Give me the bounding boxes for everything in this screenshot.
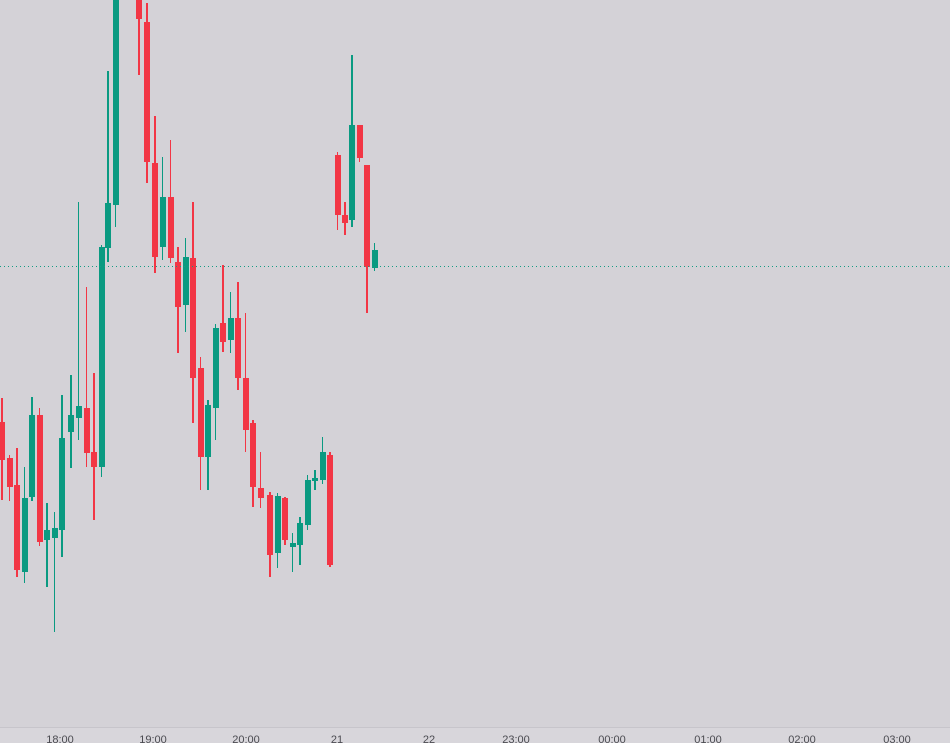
time-label: 22 [422,734,436,743]
candle-body [182,257,189,305]
candle-body [289,543,296,547]
candle-body [112,0,119,205]
time-label: 23:00 [502,734,530,743]
candle-body [227,318,234,340]
candle-body [105,203,111,248]
candle-body [167,197,174,258]
candle-body [152,163,158,257]
candle-body [0,422,5,460]
candle-wick [85,287,88,467]
candle-body [51,528,58,538]
candle-body [319,452,326,480]
candle-body [349,125,355,220]
candle-body [364,165,370,267]
time-label: 18:00 [46,734,74,743]
time-axis[interactable]: 18:00 19:00 20:00 21 22 23:00 00:00 01:00 02:00 0… [0,727,950,743]
candle-body [267,495,273,555]
candle-wick [138,0,140,75]
candle-body [235,318,241,378]
candle-body [342,215,348,223]
candle-body [98,247,105,467]
candlestick-chart[interactable] [0,0,950,727]
candle-body [59,438,65,530]
candle-body [304,480,311,525]
candle-wick [93,373,95,520]
candle-body [44,530,50,540]
candle-wick [291,533,294,572]
candle-wick [222,265,224,352]
candle-wick [259,452,262,508]
candle-body [21,498,28,572]
candle-body [68,415,74,432]
candle-body [297,523,303,545]
candle-body [356,125,363,158]
candle-body [212,328,219,408]
time-label: 03:00 [883,734,911,743]
price-line [0,266,950,267]
candle-body [29,415,35,497]
time-label: 02:00 [788,734,816,743]
candle-body [197,368,204,457]
candle-body [14,485,20,570]
candle-wick [77,202,80,440]
candle-body [175,262,181,307]
candle-body [274,496,281,553]
candle-body [144,22,150,162]
candle-body [242,378,249,430]
candle-body [282,498,288,540]
candle-body [327,455,333,565]
candle-body [75,406,82,418]
candle-body [190,258,196,378]
candle-body [36,415,43,542]
time-label: 20:00 [232,734,260,743]
candle-body [334,155,341,215]
time-label: 21 [330,734,344,743]
candle-body [205,405,211,457]
candle-wick [107,71,109,262]
candle-body [136,0,142,19]
candle-body [220,323,226,342]
candle-body [250,423,256,487]
candle-wick [53,512,56,632]
candle-body [6,458,13,487]
time-label: 00:00 [598,734,626,743]
candle-body [312,478,318,481]
candle-body [91,452,97,467]
candle-body [371,250,378,268]
time-label: 01:00 [694,734,722,743]
time-label: 19:00 [139,734,167,743]
candle-body [83,408,90,453]
candle-body [257,488,264,498]
candle-body [159,197,166,247]
candle-wick [46,503,48,587]
